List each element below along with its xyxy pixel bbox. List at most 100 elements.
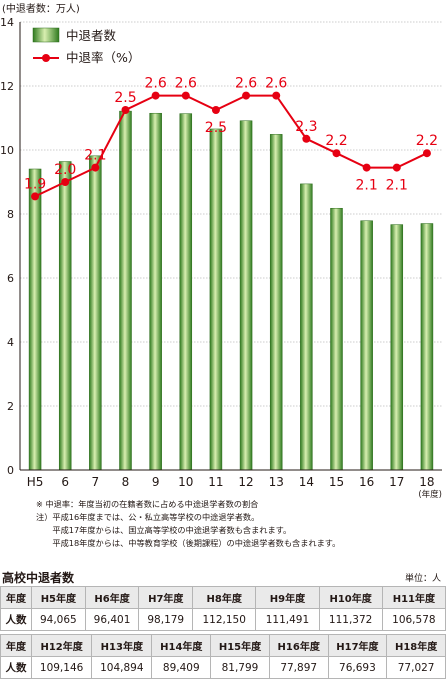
value-cell: 112,150 xyxy=(192,608,257,631)
dropout-rate-label: 2.6 xyxy=(265,76,287,92)
year-cell: H11年度 xyxy=(381,586,447,609)
year-cell: H8年度 xyxy=(192,586,257,609)
x-tick-label: H5 xyxy=(27,475,44,489)
dropout-rate-point xyxy=(272,91,281,100)
year-cell: H9年度 xyxy=(255,586,320,609)
dropout-rate-point xyxy=(31,192,40,201)
table-header-row: 年度 H5年度 H6年度 H7年度 H8年度 H9年度 H10年度 H11年度 xyxy=(0,586,447,609)
year-cell: H13年度 xyxy=(91,634,153,657)
table-header-row: 年度 H12年度 H13年度 H14年度 H15年度 H16年度 H17年度 H… xyxy=(0,634,446,657)
dropout-rate-label: 2.3 xyxy=(295,119,317,135)
year-cell: H12年度 xyxy=(30,634,93,657)
y-tick-label: 2 xyxy=(7,400,14,413)
x-tick-label: 8 xyxy=(122,475,130,489)
dropout-count-bar xyxy=(269,134,283,471)
dropout-rate-line xyxy=(34,94,428,198)
dropout-rate-point xyxy=(242,91,251,100)
dropout-count-bar xyxy=(390,224,404,471)
value-cell: 76,693 xyxy=(327,656,388,679)
year-cell: H5年度 xyxy=(31,586,86,609)
dropout-rate-label: 2.2 xyxy=(416,133,438,149)
dropout-rate-label: 2.6 xyxy=(145,76,167,92)
dropout-rate-point xyxy=(91,163,100,172)
y-tick-label: 14 xyxy=(0,16,14,29)
x-tick-label: 6 xyxy=(61,475,69,489)
dropout-count-bar xyxy=(300,183,313,471)
table-title: 高校中退者数 xyxy=(2,571,75,585)
x-tick-label: 17 xyxy=(389,475,404,489)
table-row: 人数 109,146 104,894 89,409 81,799 77,897 … xyxy=(0,656,446,679)
dropout-rate-point xyxy=(362,163,371,172)
year-cell: H10年度 xyxy=(318,586,383,609)
dropout-rate-point xyxy=(151,91,160,100)
dropout-rate-label: 2.5 xyxy=(205,120,227,136)
chart-notes: ※ 中退率：年度当初の在籍者数に占める中途退学者数の割合 注）平成16年度までは… xyxy=(36,498,340,550)
value-cell: 94,065 xyxy=(31,608,86,631)
x-tick-label: 10 xyxy=(178,475,193,489)
dropout-count-bar xyxy=(149,112,162,471)
note-line: ※ 中退率：年度当初の在籍者数に占める中途退学者数の割合 xyxy=(36,499,259,509)
dropout-table-part2: 年度 H12年度 H13年度 H14年度 H15年度 H16年度 H17年度 H… xyxy=(0,634,446,679)
table-unit: 単位：人 xyxy=(404,574,441,584)
dropout-rate-point xyxy=(121,106,130,114)
dropout-rate-label: 2.5 xyxy=(114,90,136,106)
x-tick-label: 16 xyxy=(359,475,374,489)
y-tick-label: 0 xyxy=(7,464,14,477)
value-cell: 111,491 xyxy=(255,608,320,631)
x-tick-label: 15 xyxy=(329,475,344,489)
dropout-count-bar xyxy=(179,113,193,471)
value-cell: 109,146 xyxy=(30,656,93,679)
dropout-count-bar xyxy=(360,220,373,471)
dropout-count-bar xyxy=(420,223,434,471)
table-row: 人数 94,065 96,401 98,179 112,150 111,491 … xyxy=(0,608,447,631)
x-tick-label: 7 xyxy=(92,475,100,489)
dropout-rate-point xyxy=(181,91,190,100)
y-axis-unit-label: (中退者数：万人) xyxy=(2,4,80,15)
value-cell: 106,578 xyxy=(381,608,447,631)
row-label-cell: 人数 xyxy=(0,608,32,631)
x-tick-label: 12 xyxy=(238,475,253,489)
legend-bar-label: 中退者数 xyxy=(66,28,117,43)
legend-line-label: 中退率（%） xyxy=(66,50,140,65)
value-cell: 77,027 xyxy=(386,656,446,679)
dropout-rate-point xyxy=(302,134,311,143)
note-line: 平成17年度からは、国立高等学校の中途退学者数も含まれます。 xyxy=(36,525,292,535)
year-cell: H17年度 xyxy=(327,634,388,657)
year-cell: H16年度 xyxy=(268,634,329,657)
dropout-rate-label: 2.6 xyxy=(175,76,197,92)
x-tick-label: 14 xyxy=(299,475,314,489)
row-header-cell: 年度 xyxy=(0,586,32,609)
dropout-count-bar xyxy=(119,110,132,471)
row-header-cell: 年度 xyxy=(0,634,32,657)
dropout-rate-label: 2.1 xyxy=(386,178,408,194)
note-line: 注）平成16年度までは、公・私立高等学校の中途退学者数。 xyxy=(36,512,260,522)
dropout-rate-label: 2.1 xyxy=(84,148,106,164)
dropout-count-bar xyxy=(209,128,223,471)
value-cell: 111,372 xyxy=(318,608,383,631)
y-tick-label: 10 xyxy=(0,144,14,157)
dropout-rate-label: 2.6 xyxy=(235,76,257,92)
value-cell: 77,897 xyxy=(268,656,329,679)
value-cell: 98,179 xyxy=(138,608,194,631)
note-line: 平成18年度からは、中等教育学校（後期課程）の中途退学者数も含まれます。 xyxy=(36,538,341,548)
dropout-rate-point xyxy=(392,163,401,172)
legend-bar-swatch xyxy=(32,27,60,43)
dropout-rate-label: 2.0 xyxy=(54,162,76,178)
dropout-rate-point xyxy=(332,149,341,158)
year-cell: H15年度 xyxy=(210,634,270,657)
dropout-rate-label: 2.1 xyxy=(356,178,378,194)
value-cell: 96,401 xyxy=(84,608,140,631)
row-label-cell: 人数 xyxy=(0,656,32,679)
dropout-count-bar xyxy=(89,155,102,471)
dropout-count-bar xyxy=(28,168,42,471)
dropout-rate-point xyxy=(422,149,431,158)
legend-line-marker xyxy=(42,54,50,62)
x-tick-label: 13 xyxy=(269,475,284,489)
x-tick-label: 9 xyxy=(152,475,160,489)
dropout-count-bar xyxy=(58,161,72,471)
x-tick-label: 11 xyxy=(208,475,223,489)
y-tick-label: 12 xyxy=(0,80,14,93)
year-cell: H6年度 xyxy=(84,586,140,609)
y-tick-label: 4 xyxy=(7,336,14,349)
